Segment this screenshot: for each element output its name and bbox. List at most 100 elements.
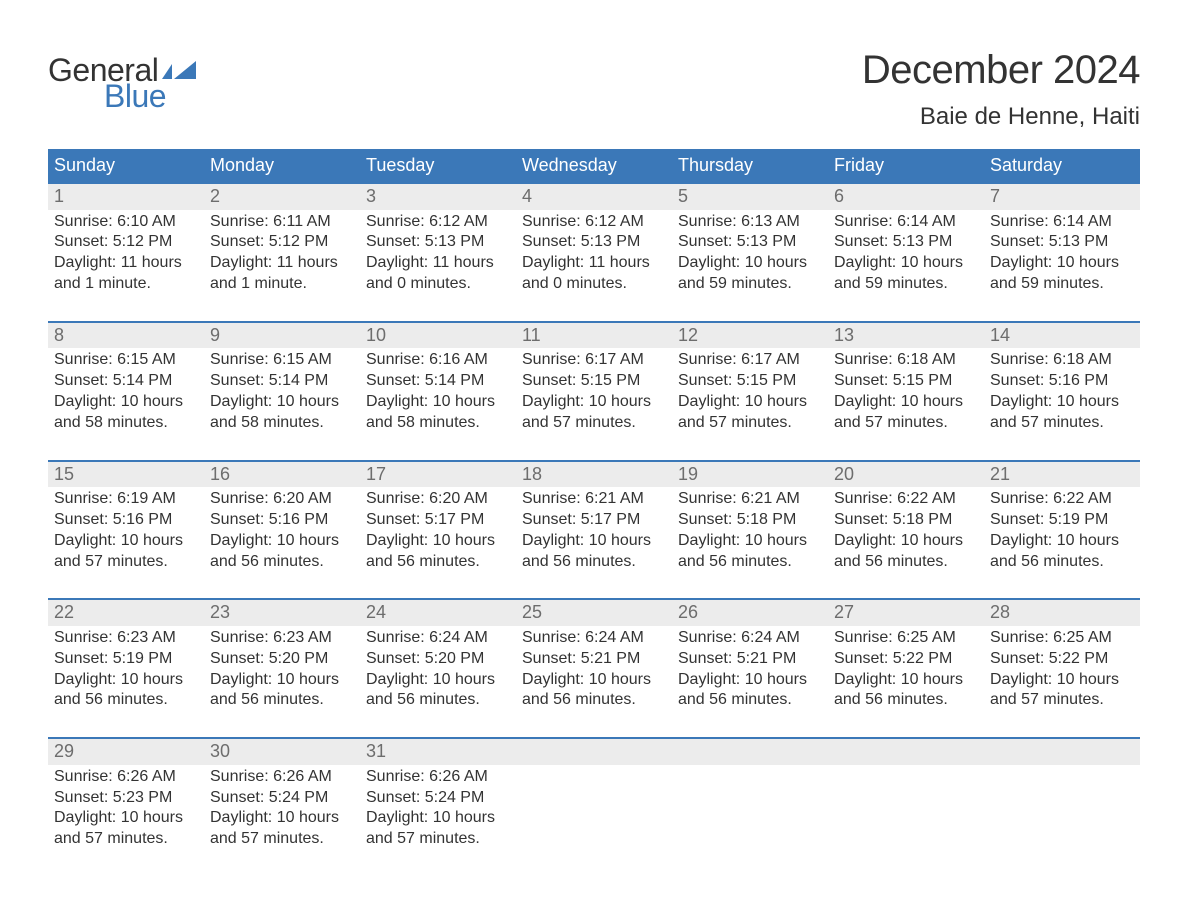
calendar-day: 23Sunrise: 6:23 AMSunset: 5:20 PMDayligh…	[204, 600, 360, 711]
day-details: Sunrise: 6:10 AMSunset: 5:12 PMDaylight:…	[52, 212, 200, 295]
day-number	[674, 741, 683, 761]
sunrise-label: Sunrise:	[54, 351, 113, 368]
daylight-line: Daylight: 10 hours and 56 minutes.	[210, 531, 356, 573]
sunset-line: Sunset: 5:24 PM	[210, 788, 356, 809]
sunset-line: Sunset: 5:17 PM	[522, 510, 668, 531]
sunset-value: 5:13 PM	[425, 233, 485, 250]
day-details: Sunrise: 6:14 AMSunset: 5:13 PMDaylight:…	[988, 212, 1136, 295]
sunset-value: 5:22 PM	[1049, 650, 1109, 667]
sunrise-label: Sunrise:	[366, 490, 425, 507]
brand-logo: General Blue	[48, 48, 196, 112]
sunrise-value: 6:25 AM	[1053, 629, 1112, 646]
sunset-line: Sunset: 5:16 PM	[990, 371, 1136, 392]
day-number-band: 5	[672, 184, 828, 210]
day-number: 22	[50, 602, 74, 622]
sunset-line: Sunset: 5:15 PM	[678, 371, 824, 392]
calendar: Sunday Monday Tuesday Wednesday Thursday…	[48, 149, 1140, 850]
day-number: 15	[50, 464, 74, 484]
sunrise-value: 6:12 AM	[585, 213, 644, 230]
sunrise-label: Sunrise:	[990, 490, 1049, 507]
sunrise-label: Sunrise:	[990, 213, 1049, 230]
daylight-label: Daylight:	[54, 393, 116, 410]
sunrise-line: Sunrise: 6:26 AM	[210, 767, 356, 788]
daylight-label: Daylight:	[990, 393, 1052, 410]
sunset-line: Sunset: 5:21 PM	[522, 649, 668, 670]
day-details: Sunrise: 6:15 AMSunset: 5:14 PMDaylight:…	[208, 350, 356, 433]
day-number: 9	[206, 325, 220, 345]
day-details: Sunrise: 6:26 AMSunset: 5:23 PMDaylight:…	[52, 767, 200, 850]
sunrise-value: 6:14 AM	[897, 213, 956, 230]
sunrise-value: 6:13 AM	[741, 213, 800, 230]
daylight-label: Daylight:	[54, 254, 116, 271]
sunset-value: 5:21 PM	[581, 650, 641, 667]
day-number-band: 3	[360, 184, 516, 210]
sunrise-value: 6:20 AM	[429, 490, 488, 507]
calendar-day	[984, 739, 1140, 850]
sunrise-label: Sunrise:	[54, 629, 113, 646]
day-details: Sunrise: 6:21 AMSunset: 5:17 PMDaylight:…	[520, 489, 668, 572]
day-number-band: 22	[48, 600, 204, 626]
daylight-label: Daylight:	[54, 809, 116, 826]
sunrise-value: 6:26 AM	[429, 768, 488, 785]
sunrise-value: 6:23 AM	[117, 629, 176, 646]
day-details: Sunrise: 6:17 AMSunset: 5:15 PMDaylight:…	[520, 350, 668, 433]
sunset-label: Sunset:	[522, 511, 576, 528]
day-details: Sunrise: 6:24 AMSunset: 5:21 PMDaylight:…	[676, 628, 824, 711]
sunset-value: 5:13 PM	[893, 233, 953, 250]
daylight-label: Daylight:	[366, 254, 428, 271]
sunset-line: Sunset: 5:22 PM	[834, 649, 980, 670]
sunrise-label: Sunrise:	[522, 629, 581, 646]
day-number-band: 13	[828, 323, 984, 349]
sunset-label: Sunset:	[990, 233, 1044, 250]
day-details: Sunrise: 6:26 AMSunset: 5:24 PMDaylight:…	[208, 767, 356, 850]
calendar-day: 28Sunrise: 6:25 AMSunset: 5:22 PMDayligh…	[984, 600, 1140, 711]
sunset-line: Sunset: 5:23 PM	[54, 788, 200, 809]
sunrise-line: Sunrise: 6:14 AM	[834, 212, 980, 233]
daylight-line: Daylight: 11 hours and 1 minute.	[54, 253, 200, 295]
sunset-value: 5:15 PM	[581, 372, 641, 389]
daylight-line: Daylight: 10 hours and 57 minutes.	[54, 808, 200, 850]
sunset-line: Sunset: 5:13 PM	[366, 232, 512, 253]
sunset-line: Sunset: 5:13 PM	[834, 232, 980, 253]
day-number-band: 27	[828, 600, 984, 626]
sunset-label: Sunset:	[210, 789, 264, 806]
sunrise-value: 6:11 AM	[273, 213, 331, 230]
calendar-day: 21Sunrise: 6:22 AMSunset: 5:19 PMDayligh…	[984, 462, 1140, 573]
day-number-band: 29	[48, 739, 204, 765]
sunrise-value: 6:26 AM	[273, 768, 332, 785]
day-number: 12	[674, 325, 698, 345]
day-number-band: 2	[204, 184, 360, 210]
day-number: 11	[518, 325, 541, 345]
day-number-band: 21	[984, 462, 1140, 488]
calendar-day: 20Sunrise: 6:22 AMSunset: 5:18 PMDayligh…	[828, 462, 984, 573]
calendar-day: 6Sunrise: 6:14 AMSunset: 5:13 PMDaylight…	[828, 184, 984, 295]
weekday-header: Thursday	[672, 149, 828, 182]
sunset-line: Sunset: 5:16 PM	[54, 510, 200, 531]
sunset-value: 5:18 PM	[737, 511, 797, 528]
day-number	[518, 741, 527, 761]
sunrise-line: Sunrise: 6:22 AM	[834, 489, 980, 510]
sunset-line: Sunset: 5:22 PM	[990, 649, 1136, 670]
day-details: Sunrise: 6:13 AMSunset: 5:13 PMDaylight:…	[676, 212, 824, 295]
daylight-line: Daylight: 10 hours and 59 minutes.	[990, 253, 1136, 295]
sunset-label: Sunset:	[678, 650, 732, 667]
sunrise-value: 6:10 AM	[117, 213, 176, 230]
day-number-band: 19	[672, 462, 828, 488]
day-number-band: 23	[204, 600, 360, 626]
sunset-value: 5:17 PM	[581, 511, 641, 528]
day-number: 19	[674, 464, 698, 484]
day-number: 4	[518, 186, 532, 206]
day-number-band: 25	[516, 600, 672, 626]
day-number: 30	[206, 741, 230, 761]
sunrise-label: Sunrise:	[54, 768, 113, 785]
sunset-value: 5:20 PM	[425, 650, 485, 667]
daylight-line: Daylight: 10 hours and 59 minutes.	[834, 253, 980, 295]
sunset-label: Sunset:	[678, 233, 732, 250]
sunset-label: Sunset:	[834, 372, 888, 389]
sunset-line: Sunset: 5:19 PM	[54, 649, 200, 670]
day-number	[830, 741, 839, 761]
day-details: Sunrise: 6:18 AMSunset: 5:15 PMDaylight:…	[832, 350, 980, 433]
daylight-label: Daylight:	[522, 393, 584, 410]
day-number: 16	[206, 464, 230, 484]
sunset-label: Sunset:	[522, 650, 576, 667]
